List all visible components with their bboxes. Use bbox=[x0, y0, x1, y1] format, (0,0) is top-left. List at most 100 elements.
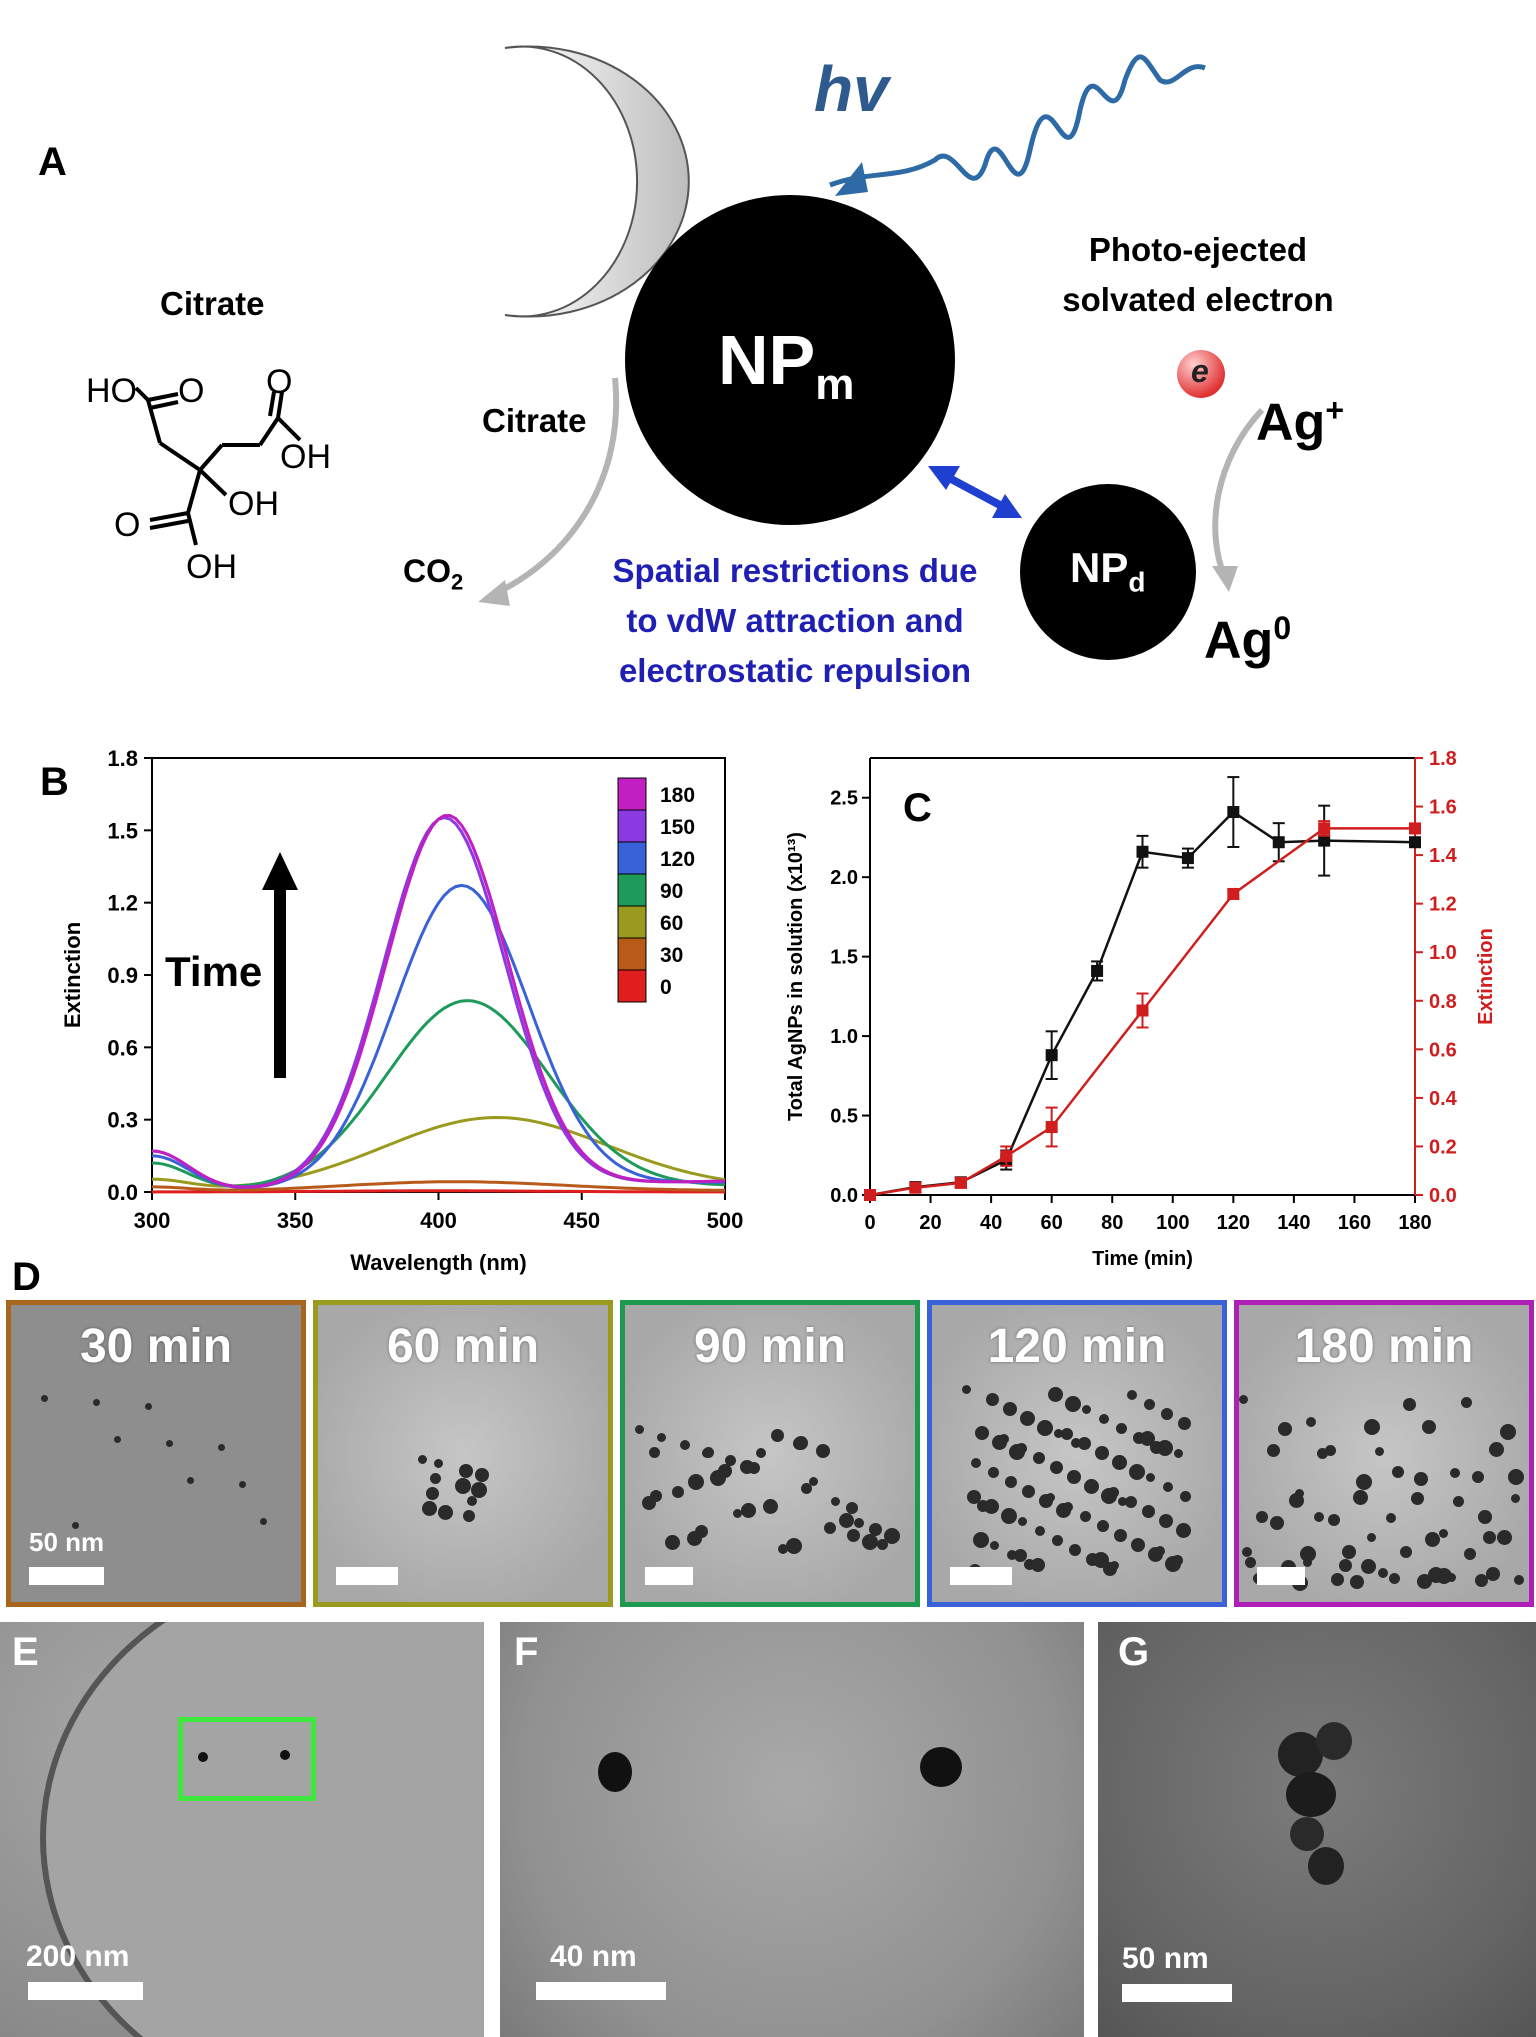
tem-tile: 120 min bbox=[927, 1300, 1227, 1607]
particle bbox=[702, 1448, 712, 1458]
particle bbox=[1035, 1526, 1045, 1536]
panel-a-diagram bbox=[134, 45, 1265, 660]
particle bbox=[239, 1481, 246, 1488]
particle bbox=[1144, 1399, 1155, 1410]
data-point bbox=[1045, 1049, 1058, 1062]
particle bbox=[1478, 1509, 1492, 1524]
particle bbox=[1245, 1557, 1256, 1569]
particle bbox=[1428, 1566, 1444, 1583]
particle bbox=[1037, 1420, 1053, 1436]
data-point bbox=[864, 1189, 876, 1201]
mol-label-ho: HO bbox=[86, 372, 137, 410]
crescent-shape bbox=[504, 45, 690, 318]
electron-label: e bbox=[1191, 353, 1209, 389]
particle bbox=[1097, 1520, 1109, 1532]
y-tick-label: 1.0 bbox=[830, 1026, 858, 1048]
scale-bar bbox=[336, 1567, 398, 1585]
particle bbox=[733, 1509, 742, 1518]
particle bbox=[1356, 1473, 1372, 1490]
series-line-180 bbox=[151, 813, 726, 1189]
series-line-30 bbox=[152, 1180, 725, 1192]
data-point bbox=[954, 1176, 967, 1189]
x-tick-label: 20 bbox=[919, 1212, 941, 1234]
particle bbox=[1067, 1470, 1081, 1484]
particle bbox=[1342, 1544, 1356, 1559]
citrate-arrow-label: Citrate bbox=[482, 402, 587, 439]
particle bbox=[801, 1483, 812, 1494]
particle bbox=[1453, 1495, 1464, 1507]
particle bbox=[1500, 1423, 1516, 1440]
particle bbox=[1020, 1411, 1035, 1426]
particle bbox=[426, 1487, 439, 1500]
data-point bbox=[1409, 836, 1421, 849]
y-tick-label: 1.5 bbox=[107, 818, 138, 843]
particle bbox=[1439, 1529, 1448, 1539]
x-tick-label: 140 bbox=[1277, 1212, 1310, 1234]
particle bbox=[1461, 1396, 1472, 1408]
data-point bbox=[1136, 1004, 1149, 1017]
particle bbox=[1112, 1455, 1127, 1470]
particle bbox=[280, 1750, 290, 1760]
particle bbox=[1095, 1446, 1109, 1460]
particle bbox=[1317, 1448, 1328, 1460]
x-tick-label: 500 bbox=[707, 1208, 744, 1233]
particle bbox=[986, 1393, 999, 1406]
y-tick-label: 0.3 bbox=[107, 1108, 138, 1133]
particle bbox=[847, 1529, 860, 1542]
panel-a: A bbox=[0, 0, 1536, 700]
chart-c: 0 20 40 60 80 100 120 140 160 180 0.0 0.5 1.0 1.5 2.0 2… bbox=[785, 748, 1497, 1270]
data-point bbox=[1045, 1121, 1058, 1134]
citrate-arrow bbox=[488, 377, 620, 599]
particle bbox=[642, 1496, 656, 1510]
particle bbox=[999, 1434, 1009, 1444]
legend-swatch bbox=[617, 905, 647, 939]
particle bbox=[1378, 1568, 1388, 1579]
particle bbox=[862, 1534, 878, 1550]
particle bbox=[1375, 1446, 1384, 1456]
particle bbox=[1024, 1559, 1035, 1570]
particle bbox=[1159, 1514, 1173, 1528]
particle bbox=[1063, 1502, 1073, 1512]
legend-label: 0 bbox=[660, 976, 672, 999]
particle bbox=[725, 1455, 736, 1466]
hv-label: hv bbox=[814, 53, 889, 125]
particle bbox=[1078, 1437, 1091, 1450]
particle bbox=[793, 1437, 806, 1450]
particle bbox=[1353, 1490, 1368, 1506]
particle bbox=[467, 1496, 477, 1506]
particle bbox=[1361, 1558, 1376, 1574]
particle bbox=[41, 1395, 48, 1402]
np-m-circle bbox=[625, 195, 955, 525]
particle bbox=[1417, 1573, 1432, 1589]
electron-sphere bbox=[1177, 350, 1225, 398]
particle bbox=[778, 1544, 788, 1554]
x-tick-label: 0 bbox=[864, 1212, 875, 1234]
particle bbox=[1114, 1529, 1127, 1542]
panel-a-letter: A bbox=[38, 140, 67, 184]
particle bbox=[988, 1467, 999, 1478]
particle bbox=[1155, 1546, 1165, 1556]
x-tick-label: 400 bbox=[420, 1208, 457, 1233]
particle bbox=[1082, 1405, 1091, 1414]
particle bbox=[471, 1482, 487, 1498]
tem-tile: 90 min bbox=[620, 1300, 920, 1607]
series-line-0 bbox=[151, 1189, 726, 1194]
photon-arrowhead bbox=[835, 162, 868, 196]
tile-time-label: 180 min bbox=[1294, 1320, 1474, 1373]
particle bbox=[967, 1490, 981, 1504]
y-tick-label: 0.6 bbox=[107, 1035, 138, 1060]
legend-swatch bbox=[617, 937, 647, 971]
selection-box bbox=[178, 1717, 316, 1801]
particle bbox=[1508, 1469, 1524, 1486]
photo-line1: Photo-ejected bbox=[1088, 231, 1308, 268]
particle bbox=[1108, 1487, 1119, 1498]
particle bbox=[1116, 1423, 1127, 1434]
particle bbox=[1052, 1535, 1063, 1546]
particle bbox=[816, 1444, 830, 1458]
particle bbox=[740, 1460, 754, 1474]
np-m-label: NPm bbox=[718, 320, 854, 410]
series-line-90 bbox=[151, 999, 726, 1188]
tem-panel-f: F 40 nm bbox=[500, 1622, 1084, 2037]
particle bbox=[430, 1473, 441, 1484]
x-tick-label: 40 bbox=[980, 1212, 1002, 1234]
